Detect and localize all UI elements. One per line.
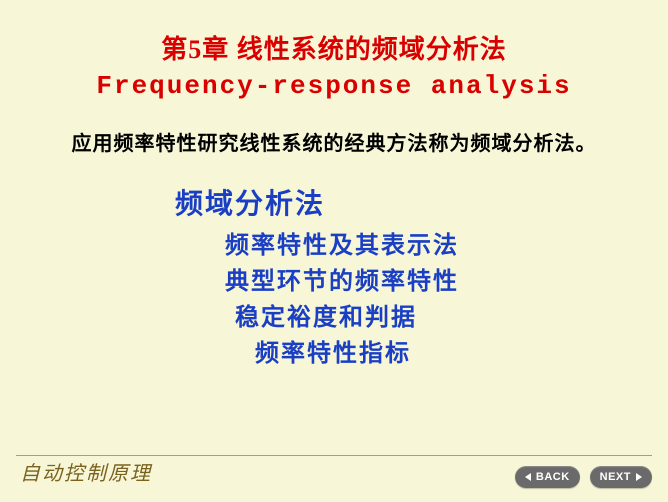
next-label: NEXT [600,471,631,483]
next-button[interactable]: NEXT [590,466,652,488]
slide-title-block: 第5章 线性系统的频域分析法 Frequency-response analys… [0,0,668,105]
triangle-right-icon [636,473,642,481]
topic-main: 频域分析法 [175,182,668,222]
nav-buttons: BACK NEXT [515,466,652,488]
topic-sub-2: 典型环节的频率特性 [225,264,668,300]
description-text: 应用频率特性研究线性系统的经典方法称为频域分析法。 [0,127,668,156]
title-en: Frequency-response analysis [0,68,668,104]
topics-list: 频域分析法 频率特性及其表示法 典型环节的频率特性 稳定裕度和判据 频率特性指标 [175,182,668,372]
topic-sub-1: 频率特性及其表示法 [225,228,668,264]
back-button[interactable]: BACK [515,466,580,488]
topic-sub-3: 稳定裕度和判据 [235,300,668,336]
title-zh: 第5章 线性系统的频域分析法 [0,32,668,68]
topic-subs: 频率特性及其表示法 典型环节的频率特性 稳定裕度和判据 频率特性指标 [175,228,668,372]
topic-sub-4: 频率特性指标 [255,336,668,372]
footer-text: 自动控制原理 [20,457,152,486]
triangle-left-icon [525,473,531,481]
footer-divider [16,455,652,456]
back-label: BACK [536,471,570,483]
